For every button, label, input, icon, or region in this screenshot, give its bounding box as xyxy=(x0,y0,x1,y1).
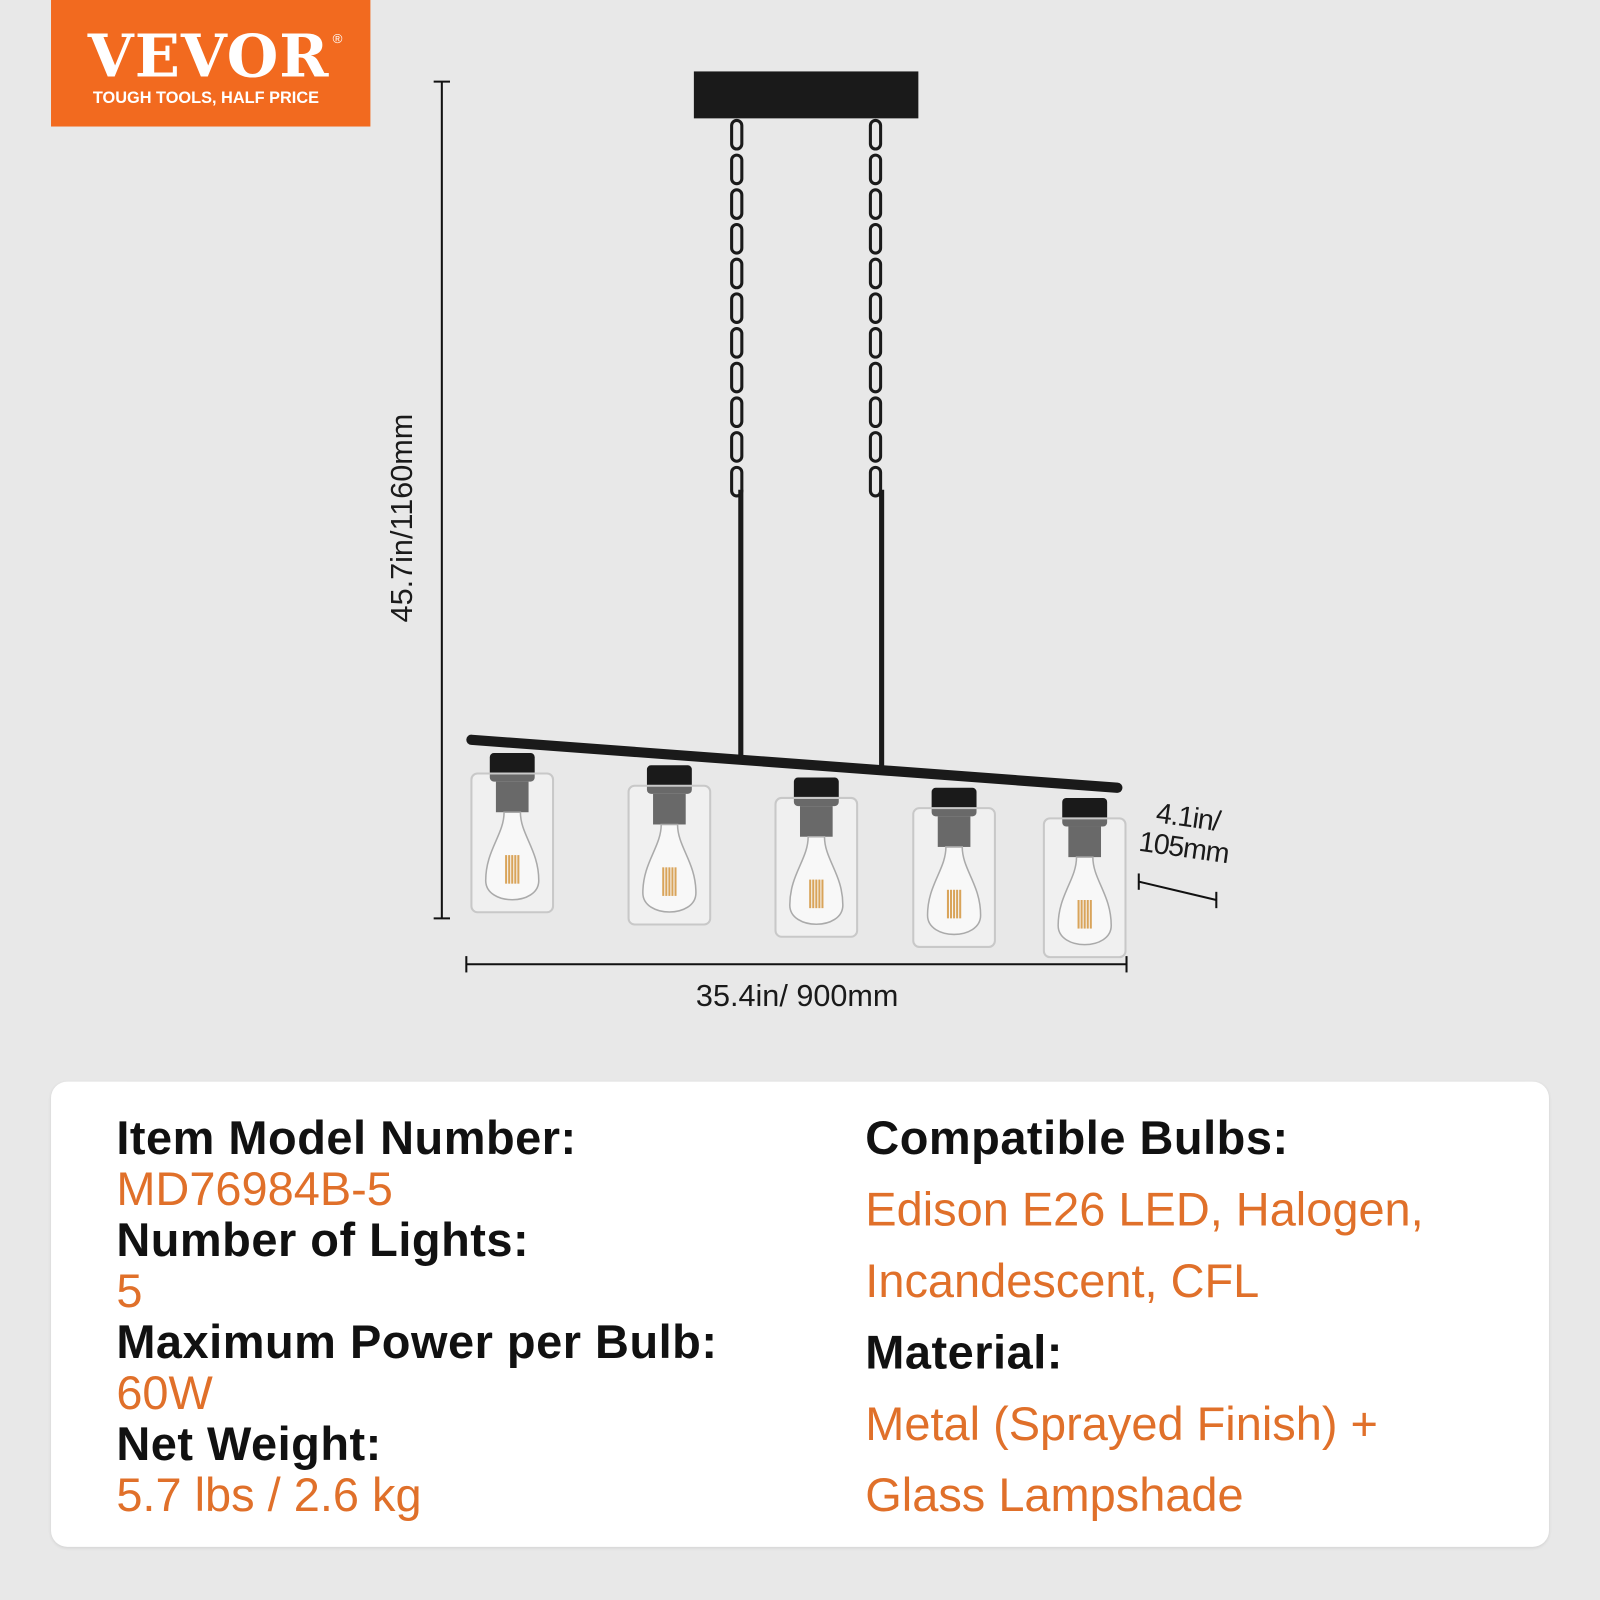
chain-link xyxy=(868,153,883,186)
socket xyxy=(495,781,529,813)
ceiling-canopy xyxy=(693,71,919,119)
chain-link xyxy=(868,396,883,429)
chandelier-drawing xyxy=(433,71,1218,973)
spec-value: Metal (Sprayed Finish) + xyxy=(865,1396,1378,1450)
socket xyxy=(937,816,971,847)
spec-column-left: Item Model Number: MD76984B-5 Number of … xyxy=(116,1112,717,1520)
spec-column-right: Compatible Bulbs: Edison E26 LED, Haloge… xyxy=(865,1102,1423,1531)
chain-link xyxy=(730,361,744,394)
logo-registered-mark: ® xyxy=(332,30,343,46)
chain-link xyxy=(730,118,744,151)
crossbar xyxy=(466,734,1123,793)
chain-link xyxy=(868,361,883,394)
vevor-logo: VEVOR ® TOUGH TOOLS, HALF PRICE xyxy=(51,0,371,127)
chain-link xyxy=(730,188,744,220)
spec-value: Glass Lampshade xyxy=(865,1468,1244,1522)
depth-dimension-label: 4.1in/ 105mm xyxy=(1137,796,1235,869)
chain-link xyxy=(730,327,744,359)
spec-value: 5 xyxy=(116,1264,143,1318)
chain-link xyxy=(730,153,744,186)
spec-value: MD76984B-5 xyxy=(116,1162,393,1216)
chain-link xyxy=(730,396,744,429)
chain-link xyxy=(868,188,883,220)
chain-link xyxy=(730,257,744,290)
chain-link xyxy=(868,465,883,498)
socket xyxy=(799,806,833,837)
dimension-lines xyxy=(433,80,1218,973)
socket xyxy=(653,793,686,825)
chain-link xyxy=(730,222,744,255)
chain-link xyxy=(730,431,744,463)
chain-link xyxy=(868,257,883,290)
spec-panel: Item Model Number: MD76984B-5 Number of … xyxy=(51,1081,1549,1547)
chain-link xyxy=(730,292,744,324)
spec-label: Maximum Power per Bulb: xyxy=(116,1315,718,1369)
chain-link xyxy=(868,292,883,324)
spec-value: Edison E26 LED, Halogen, xyxy=(865,1182,1424,1236)
chain-link xyxy=(868,431,883,463)
spec-value: Incandescent, CFL xyxy=(865,1254,1260,1308)
spec-value: 5.7 lbs / 2.6 kg xyxy=(116,1468,422,1522)
spec-value: 60W xyxy=(116,1366,213,1420)
chandelier xyxy=(466,71,1127,959)
spec-label: Net Weight: xyxy=(116,1417,382,1471)
logo-brand: VEVOR xyxy=(87,21,330,91)
socket xyxy=(1068,826,1102,858)
logo-tagline: TOUGH TOOLS, HALF PRICE xyxy=(92,89,320,108)
width-dimension-label: 35.4in/ 900mm xyxy=(695,979,899,1014)
spec-label: Item Model Number: xyxy=(116,1111,577,1165)
spec-label: Number of Lights: xyxy=(116,1213,530,1267)
depth-dimension-line xyxy=(1138,880,1217,901)
height-dimension-label: 45.7in/1160mm xyxy=(385,413,420,623)
spec-label: Compatible Bulbs: xyxy=(865,1111,1289,1165)
chain-link xyxy=(868,118,883,151)
spec-label: Material: xyxy=(865,1325,1063,1379)
chain-link xyxy=(730,465,744,498)
chain-link xyxy=(868,327,883,359)
chain-link xyxy=(868,222,883,255)
